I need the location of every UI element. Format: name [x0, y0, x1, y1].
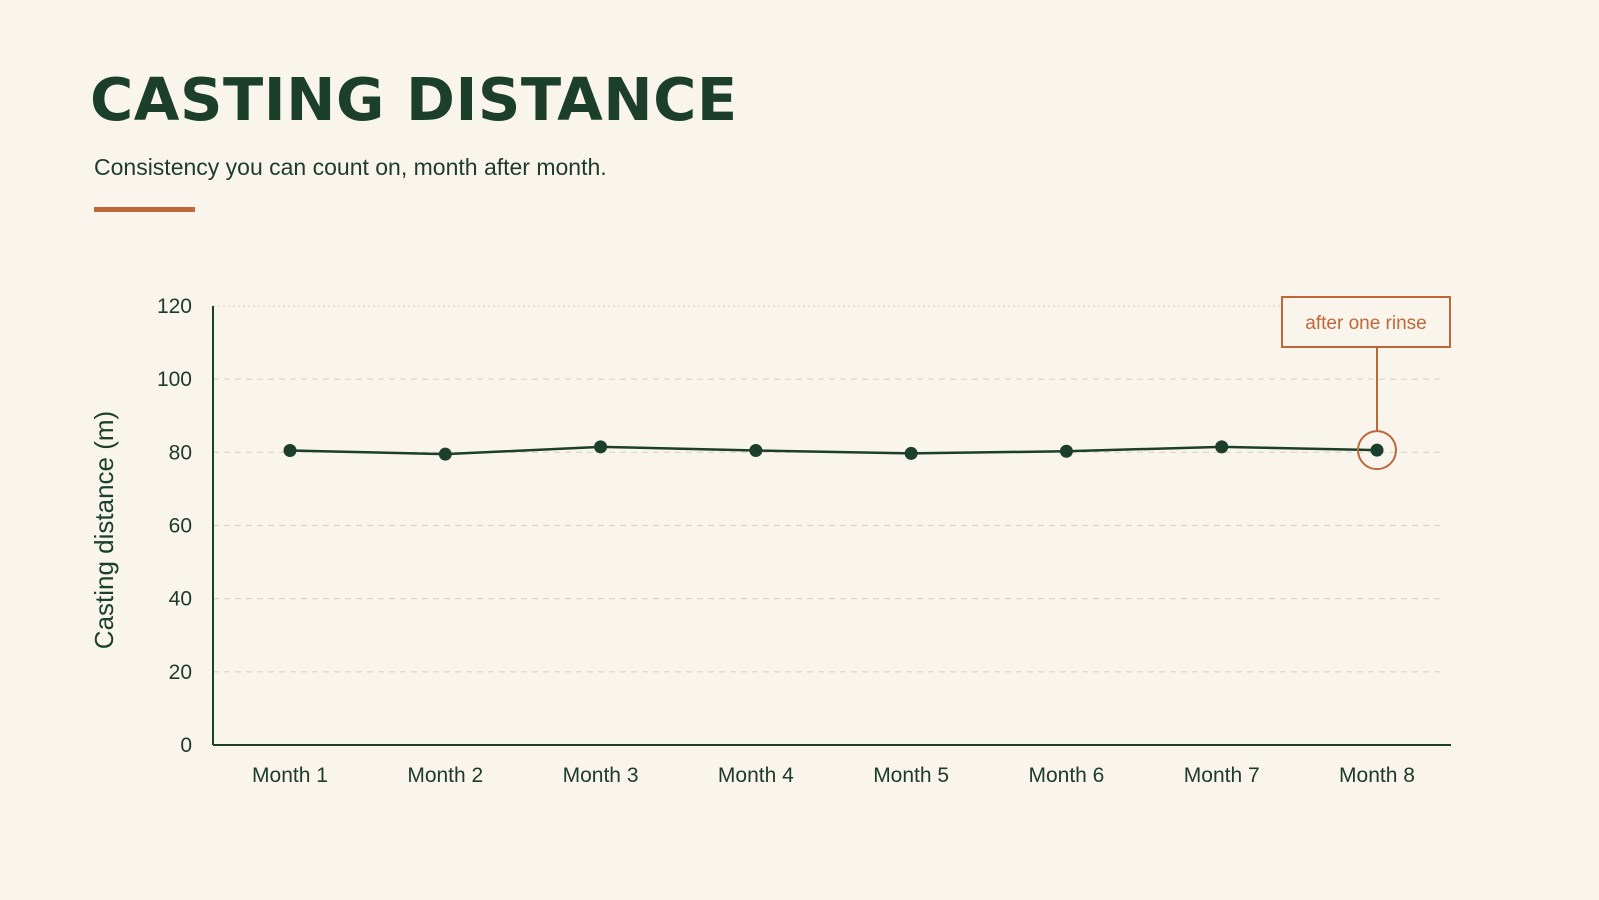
x-tick-label: Month 4 — [718, 764, 794, 787]
y-tick-label: 20 — [169, 661, 192, 684]
y-tick-label: 0 — [180, 734, 192, 757]
annotation-box — [1281, 296, 1451, 348]
data-point — [749, 444, 763, 458]
y-tick-labels: 0 20 40 60 80 100 120 — [157, 295, 192, 757]
data-point — [1370, 443, 1384, 457]
data-point — [283, 444, 297, 458]
y-tick-label: 40 — [169, 588, 192, 611]
annotation-layer: after one rinse — [1281, 296, 1451, 471]
axes — [212, 306, 1451, 746]
y-tick-label: 60 — [169, 515, 192, 538]
data-point — [1215, 440, 1229, 454]
data-point — [904, 446, 918, 460]
series-line — [289, 445, 1378, 456]
data-point — [594, 440, 608, 454]
y-tick-label: 80 — [169, 441, 192, 464]
accent-rule — [94, 207, 195, 212]
x-tick-labels: Month 1 Month 2 Month 3 Month 4 Month 5 Month… — [252, 764, 1415, 787]
slide-subtitle: Consistency you can count on, month afte… — [94, 154, 607, 180]
x-tick-label: Month 8 — [1339, 764, 1415, 787]
x-tick-label: Month 5 — [873, 764, 949, 787]
y-axis-title: Casting distance (m) — [89, 411, 119, 649]
x-tick-label: Month 3 — [563, 764, 639, 787]
x-tick-label: Month 7 — [1184, 764, 1260, 787]
slide-title: CASTING DISTANCE — [90, 65, 738, 134]
y-tick-label: 120 — [157, 295, 192, 318]
data-point — [1059, 444, 1073, 458]
y-tick-label: 100 — [157, 368, 192, 391]
gridlines — [213, 305, 1440, 673]
series-layer — [283, 440, 1384, 461]
x-tick-label: Month 6 — [1028, 764, 1104, 787]
x-tick-label: Month 2 — [407, 764, 483, 787]
x-tick-label: Month 1 — [252, 764, 328, 787]
annotation-label: after one rinse — [1305, 313, 1426, 334]
data-point — [438, 447, 452, 461]
